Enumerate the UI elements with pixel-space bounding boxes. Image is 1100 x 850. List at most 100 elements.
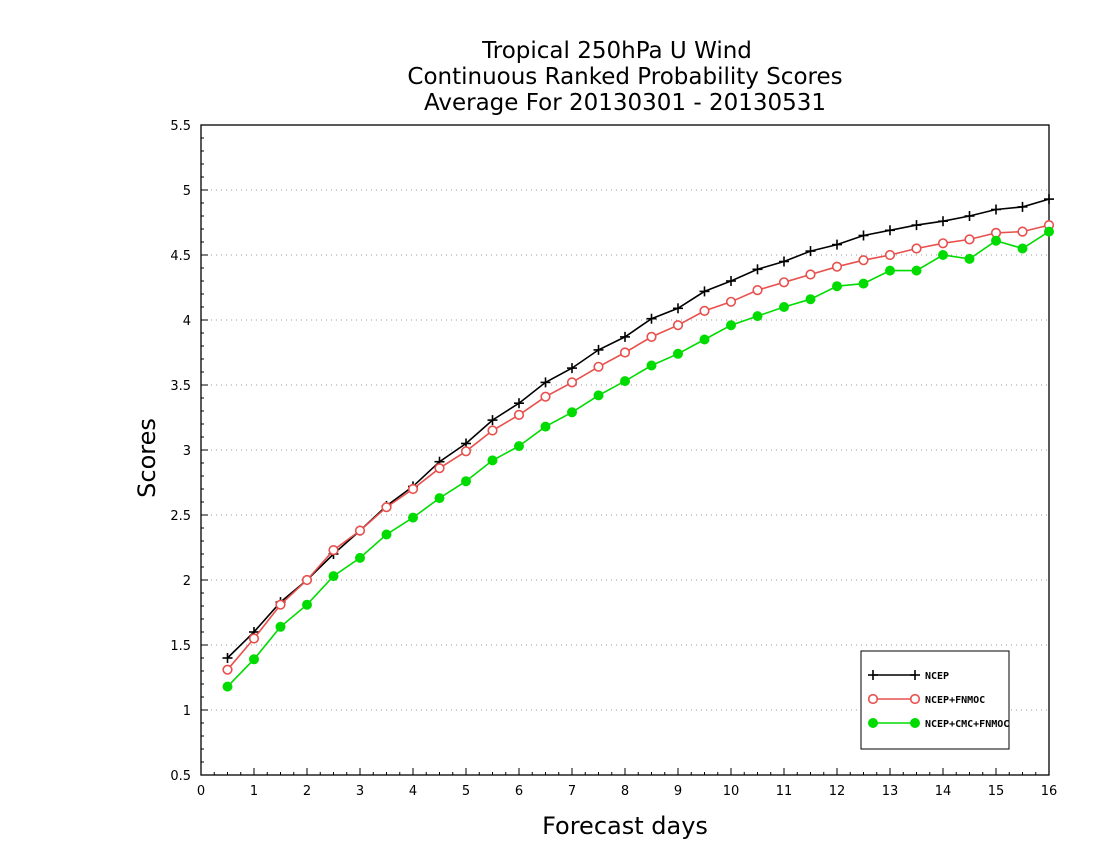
- data-point: [354, 525, 366, 536]
- legend-item-2: NCEP+CMC+FNMOC: [868, 718, 1009, 730]
- legend: NCEP NCEP+FNMOC NCEP+CMC+FNMOC: [860, 650, 1010, 750]
- data-point: [911, 220, 922, 231]
- data-point: [964, 211, 975, 221]
- x-tick-label: 4: [409, 784, 417, 799]
- legend-item-0: NCEP: [868, 670, 949, 682]
- y-tick-label: 4: [183, 314, 191, 329]
- chart-title-line-1: Tropical 250hPa U Wind: [481, 38, 752, 64]
- y-tick-label: 3.5: [170, 379, 191, 394]
- data-point: [779, 302, 789, 312]
- data-point: [699, 305, 710, 317]
- data-point: [434, 493, 445, 504]
- data-point: [593, 390, 604, 401]
- data-point: [937, 238, 949, 249]
- x-tick-label: 5: [462, 784, 470, 799]
- data-point: [619, 347, 631, 358]
- y-tick-label: 0.5: [170, 769, 191, 784]
- data-point: [513, 409, 525, 421]
- data-point: [885, 225, 895, 236]
- data-point: [461, 476, 471, 487]
- legend-marker: [867, 693, 879, 705]
- y-axis-ticks: 0.5 1 1.5 2 2.5 3 3.5 4 4.5 5 5.5: [170, 119, 208, 784]
- x-tick-label: 3: [356, 784, 364, 799]
- data-point: [646, 313, 657, 324]
- data-point: [514, 441, 524, 452]
- y-tick-label: 5: [183, 184, 191, 199]
- legend-marker: [910, 670, 920, 680]
- legend-item-1: NCEP+FNMOC: [867, 693, 985, 706]
- x-tick-label: 1: [250, 784, 258, 799]
- data-point: [248, 633, 260, 644]
- data-point: [991, 235, 1001, 246]
- data-point: [567, 407, 577, 418]
- data-point: [540, 421, 551, 432]
- data-point: [593, 344, 604, 355]
- data-point: [540, 377, 551, 388]
- data-point: [805, 294, 816, 305]
- data-point: [487, 425, 498, 436]
- data-point: [964, 234, 975, 245]
- data-point: [938, 216, 948, 227]
- data-point: [938, 250, 948, 260]
- data-point: [858, 278, 869, 289]
- data-point: [673, 348, 683, 359]
- legend-marker: [909, 693, 921, 705]
- data-point: [381, 529, 392, 540]
- data-point: [434, 463, 445, 474]
- data-point: [779, 256, 789, 267]
- series-line: [226, 198, 1050, 659]
- data-point: [752, 285, 763, 296]
- legend-marker: [868, 670, 878, 680]
- data-point: [460, 446, 472, 457]
- x-tick-label: 6: [515, 784, 523, 799]
- data-point: [328, 544, 339, 556]
- y-axis-title: Scores: [133, 418, 161, 498]
- x-tick-label: 12: [829, 784, 846, 799]
- x-tick-label: 14: [935, 784, 952, 799]
- data-point: [301, 574, 313, 586]
- x-tick-label: 8: [621, 784, 629, 799]
- legend-marker: [910, 718, 920, 728]
- data-point: [805, 246, 816, 257]
- data-point: [1017, 201, 1028, 212]
- y-tick-label: 2: [183, 574, 191, 589]
- data-point: [222, 664, 233, 675]
- data-point: [328, 571, 339, 582]
- data-point: [831, 261, 843, 272]
- data-point: [514, 398, 524, 409]
- data-point: [593, 361, 604, 372]
- x-tick-label: 16: [1041, 784, 1058, 799]
- y-tick-label: 1.5: [170, 639, 191, 654]
- data-point: [699, 334, 710, 345]
- legend-marker: [868, 718, 878, 728]
- series-1: [222, 220, 1055, 675]
- series-2: [222, 226, 1054, 692]
- data-point: [832, 281, 842, 292]
- x-tick-label: 10: [723, 784, 740, 799]
- legend-label: NCEP+FNMOC: [925, 695, 985, 706]
- legend-label: NCEP: [925, 671, 949, 682]
- data-point: [408, 512, 418, 523]
- x-tick-label: 13: [882, 784, 899, 799]
- data-point: [222, 653, 233, 663]
- data-point: [540, 391, 551, 402]
- data-point: [355, 552, 365, 563]
- data-point: [1044, 226, 1054, 237]
- data-point: [487, 415, 498, 426]
- data-point: [1044, 194, 1054, 205]
- data-point: [222, 681, 233, 692]
- y-tick-label: 1: [183, 704, 191, 719]
- data-point: [884, 249, 896, 261]
- x-tick-label: 9: [674, 784, 682, 799]
- y-tick-label: 5.5: [170, 119, 191, 134]
- data-point: [275, 621, 286, 632]
- data-series: [222, 194, 1055, 692]
- data-point: [911, 243, 922, 254]
- chart-title-line-2: Continuous Ranked Probability Scores: [407, 64, 842, 90]
- x-tick-label: 15: [988, 784, 1005, 799]
- data-point: [302, 599, 312, 610]
- y-tick-label: 4.5: [170, 249, 191, 264]
- data-point: [699, 286, 710, 297]
